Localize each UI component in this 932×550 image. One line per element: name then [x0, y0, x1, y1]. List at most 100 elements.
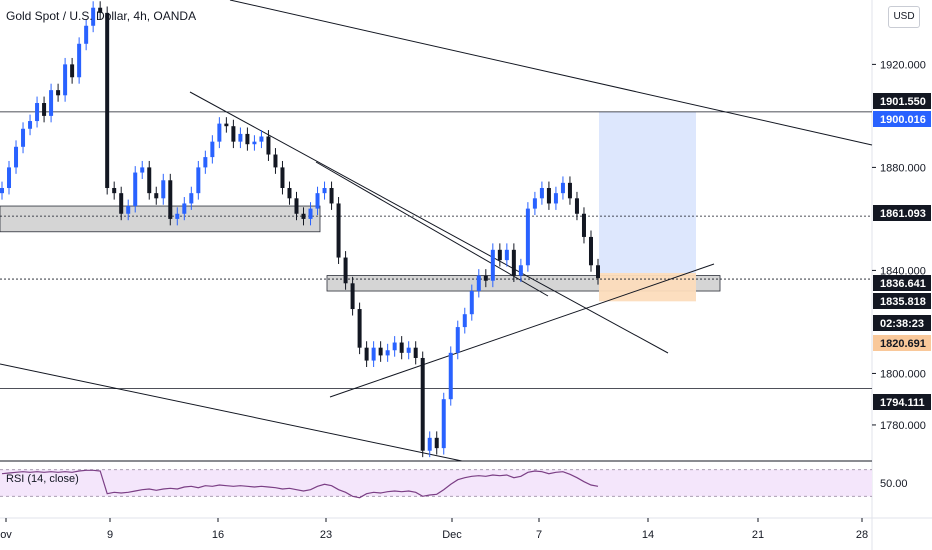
candle-body [182, 203, 187, 214]
x-tick-label: 9 [107, 529, 113, 541]
candle-body [105, 12, 110, 189]
drawing-zones[interactable] [0, 111, 721, 302]
candle-body [168, 180, 173, 219]
candle-body [126, 206, 131, 214]
candle-body [287, 188, 292, 199]
candle-body [0, 188, 4, 194]
candle-body [539, 188, 544, 199]
x-tick-label: 7 [536, 529, 542, 541]
candle-body [28, 121, 33, 129]
price-tag-label: 1836.641 [880, 278, 926, 290]
candle-body [301, 213, 306, 219]
candle-body [315, 193, 320, 209]
candle-body [476, 275, 481, 292]
candle-body [596, 265, 600, 279]
x-tick-label: ov [0, 529, 12, 541]
candle-body [490, 249, 495, 281]
candle-body [308, 208, 313, 219]
y-tick-label: 1880.000 [880, 162, 926, 174]
trend-line [189, 91, 669, 354]
candle-body [420, 357, 425, 451]
candle-body [532, 198, 537, 209]
candle-body [210, 141, 215, 158]
price-tag-label: 02:38:23 [880, 318, 924, 330]
price-tag-label: 1901.550 [880, 96, 926, 108]
price-tag-blue [873, 111, 931, 127]
price-tag-label: 1900.016 [880, 114, 926, 126]
trend-line [0, 363, 463, 462]
candle-body [364, 347, 369, 361]
y-tick-label: 1800.000 [880, 368, 926, 380]
support-resistance-zone [0, 205, 321, 233]
rsi-level-label: 50.00 [880, 478, 908, 490]
rsi-line [1, 469, 599, 499]
candle-body [140, 167, 145, 173]
rsi-label: RSI (14, close) [6, 473, 79, 485]
candle-body [448, 352, 453, 400]
candle-body [483, 275, 488, 281]
x-tick-label: 28 [856, 529, 868, 541]
candle-body [567, 182, 572, 199]
candle-body [371, 347, 376, 361]
candle-body [588, 236, 593, 266]
candle-body [63, 64, 68, 96]
x-tick-label: 14 [642, 529, 654, 541]
candle-body [175, 213, 180, 219]
price-tag-orange [873, 335, 931, 351]
candle-body [322, 188, 327, 194]
candle-body [217, 123, 222, 142]
time-axis[interactable]: ov 9 16 23 Dec 7 14 21 28 [0, 518, 868, 541]
price-tag-dark [873, 93, 931, 109]
price-tag-label: 1835.818 [880, 296, 926, 308]
candle-body [343, 257, 348, 284]
candle-body [112, 188, 117, 194]
candle-body [518, 265, 523, 276]
trend-lines[interactable] [0, 0, 873, 462]
candle-body [266, 136, 271, 155]
candle-body [133, 172, 138, 207]
candle-body [7, 167, 12, 189]
candle-body [91, 7, 96, 26]
candle-body [378, 347, 383, 356]
currency-button[interactable]: USD [888, 6, 920, 28]
candle-body [357, 309, 362, 348]
candle-body [399, 342, 404, 353]
candle-body [406, 347, 411, 353]
candle-body [329, 188, 334, 204]
price-axis[interactable]: 1920.000 1880.000 1840.000 1800.000 1780.000… [872, 59, 931, 432]
candle-body [385, 350, 390, 356]
candle-body [238, 133, 243, 142]
candle-body [56, 90, 61, 96]
candle-body [504, 249, 509, 261]
candle-body [98, 7, 103, 13]
candle-body [189, 193, 194, 204]
candle-body [441, 399, 446, 449]
y-tick-label: 1920.000 [880, 59, 926, 71]
x-tick-label: 16 [212, 529, 224, 541]
price-tag-label: 1820.691 [880, 338, 926, 350]
candle-body [84, 25, 89, 44]
candle-body [231, 126, 236, 142]
candle-body [273, 154, 278, 168]
price-tag-dark [873, 275, 931, 291]
candle-body [161, 180, 166, 199]
candle-body [553, 193, 558, 204]
candle-body [280, 167, 285, 189]
trend-line [315, 161, 549, 297]
rsi-band [0, 469, 872, 497]
candle-body [469, 291, 474, 315]
candle-body [511, 249, 516, 276]
candle-body [196, 167, 201, 194]
x-tick-label: 23 [320, 529, 332, 541]
candle-body [14, 146, 19, 168]
candle-body [455, 327, 460, 353]
x-tick-label: Dec [442, 529, 462, 541]
candle-body [203, 157, 208, 168]
trend-line [329, 263, 715, 398]
candle-body [42, 103, 47, 116]
candle-body [336, 203, 341, 258]
y-tick-label: 1780.000 [880, 420, 926, 432]
horizontal-lines[interactable] [0, 111, 872, 390]
